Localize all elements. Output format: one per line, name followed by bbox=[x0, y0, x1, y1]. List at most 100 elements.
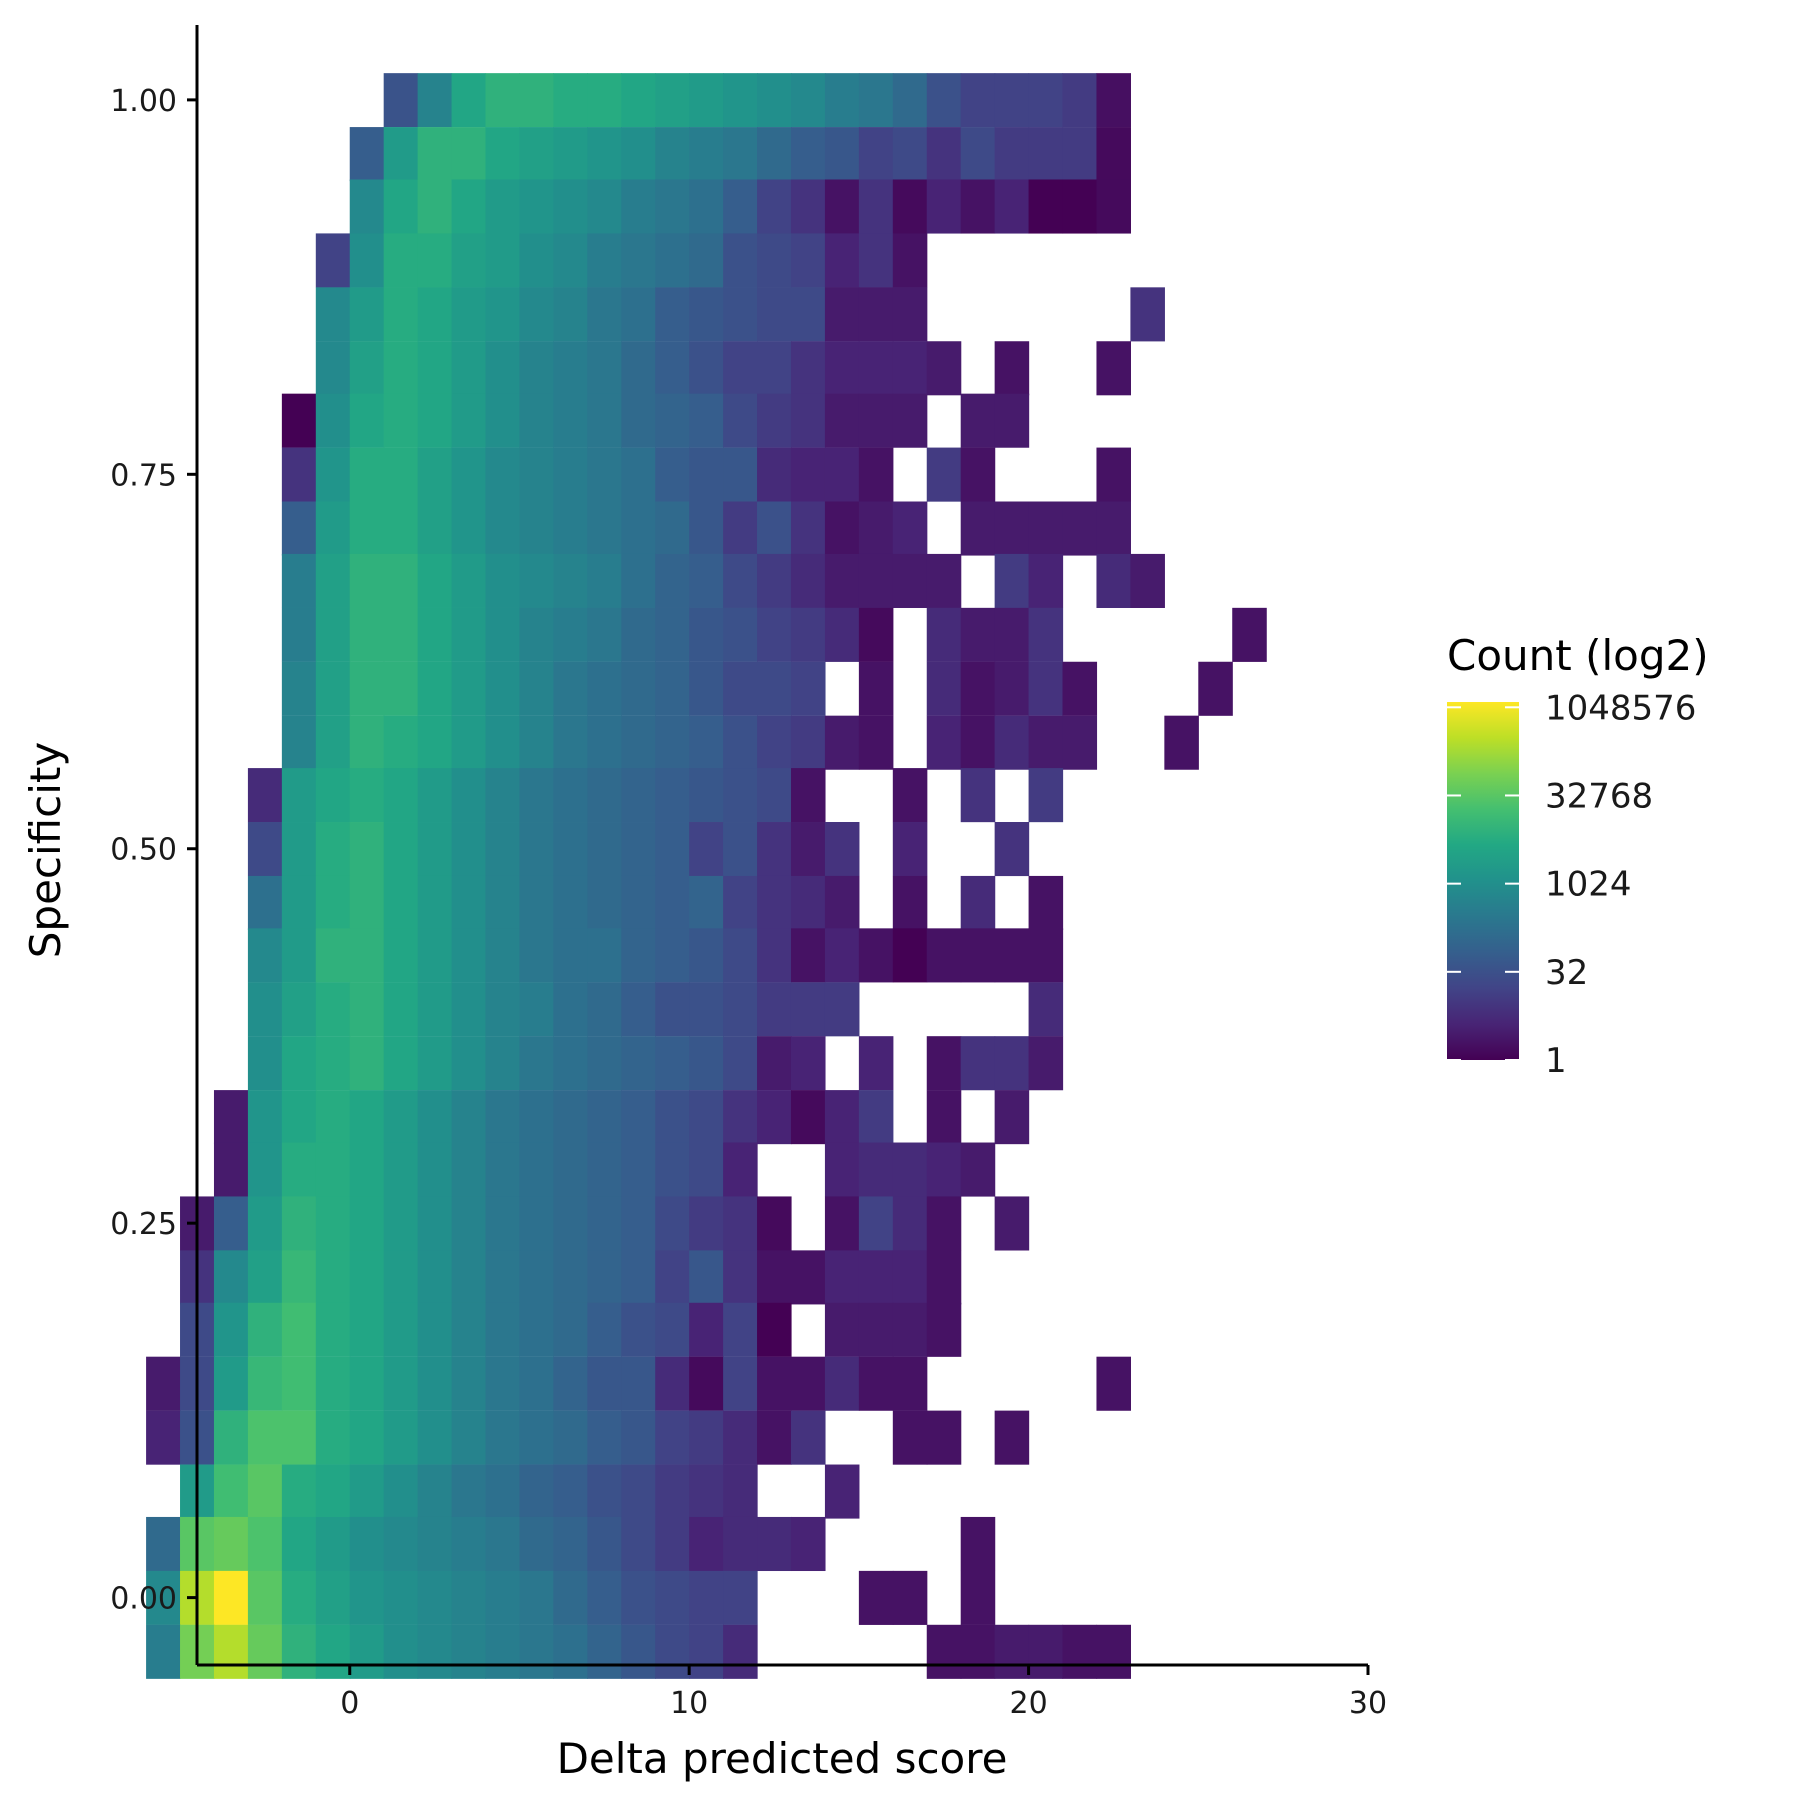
heatmap-cell bbox=[451, 768, 487, 823]
heatmap-cell bbox=[757, 341, 792, 396]
heatmap-cell bbox=[926, 1090, 962, 1145]
heatmap-cell bbox=[1028, 661, 1064, 716]
heatmap-cell bbox=[689, 1356, 724, 1411]
heatmap-cell bbox=[417, 1356, 453, 1411]
heatmap-cell bbox=[723, 1250, 758, 1305]
heatmap-cell bbox=[451, 875, 487, 930]
heatmap-cell bbox=[281, 982, 317, 1037]
legend-colorbar bbox=[1447, 702, 1519, 1060]
heatmap-cell bbox=[621, 341, 656, 396]
heatmap-cell bbox=[451, 1090, 487, 1145]
heatmap-cell bbox=[587, 1570, 622, 1625]
heatmap-cell bbox=[1130, 287, 1165, 342]
heatmap-cell bbox=[281, 447, 317, 502]
heatmap-cell bbox=[383, 393, 419, 448]
heatmap-cell bbox=[519, 127, 554, 182]
heatmap-cell bbox=[723, 715, 758, 770]
heatmap-cell bbox=[621, 179, 656, 234]
heatmap-cell bbox=[451, 1036, 487, 1091]
heatmap-cell bbox=[960, 73, 996, 128]
heatmap-cell bbox=[417, 661, 453, 716]
heatmap-cell bbox=[519, 1250, 554, 1305]
heatmap-cell bbox=[926, 341, 962, 396]
heatmap-cell bbox=[655, 73, 690, 128]
heatmap-cell bbox=[383, 1624, 419, 1679]
heatmap-cell bbox=[858, 287, 894, 342]
heatmap-cell bbox=[553, 179, 588, 234]
heatmap-cell bbox=[146, 1410, 181, 1465]
heatmap-cell bbox=[824, 1250, 860, 1305]
heatmap-cell bbox=[824, 447, 860, 502]
heatmap-cell bbox=[1062, 715, 1098, 770]
heatmap-cell bbox=[485, 287, 521, 342]
heatmap-cell bbox=[655, 179, 690, 234]
heatmap-cell bbox=[553, 1196, 588, 1251]
heatmap-cell bbox=[655, 1570, 690, 1625]
heatmap-cell bbox=[587, 1410, 622, 1465]
heatmap-cell bbox=[587, 1142, 622, 1197]
heatmap-cell bbox=[451, 1196, 487, 1251]
heatmap-cell bbox=[587, 982, 622, 1037]
heatmap-cell bbox=[723, 1196, 758, 1251]
heatmap-cell bbox=[519, 287, 554, 342]
heatmap-cell bbox=[655, 1090, 690, 1145]
heatmap-cell bbox=[553, 982, 588, 1037]
heatmap-cell bbox=[417, 553, 453, 608]
heatmap-cell bbox=[281, 1410, 317, 1465]
heatmap-cell bbox=[553, 287, 588, 342]
heatmap-cell bbox=[315, 1036, 351, 1091]
y-tick-label: 0.75 bbox=[110, 458, 177, 493]
heatmap-cell bbox=[858, 1036, 894, 1091]
heatmap-cell bbox=[281, 822, 317, 877]
heatmap-cell bbox=[485, 1250, 521, 1305]
heatmap-cell bbox=[689, 661, 724, 716]
heatmap-cell bbox=[315, 1570, 351, 1625]
heatmap-cell bbox=[485, 715, 521, 770]
heatmap-cell bbox=[892, 127, 928, 182]
heatmap-cell bbox=[315, 607, 351, 662]
heatmap-cell bbox=[926, 1302, 962, 1357]
heatmap-cell bbox=[723, 1036, 758, 1091]
heatmap-cell bbox=[553, 393, 588, 448]
heatmap-cell bbox=[994, 553, 1030, 608]
heatmap-cell bbox=[417, 607, 453, 662]
heatmap-cell bbox=[315, 393, 351, 448]
heatmap-cell bbox=[247, 1036, 283, 1091]
heatmap-cell bbox=[723, 875, 758, 930]
heatmap-cell bbox=[723, 1356, 758, 1411]
x-tick-label: 20 bbox=[1009, 1686, 1047, 1721]
heatmap-cell bbox=[417, 287, 453, 342]
heatmap-cell bbox=[553, 607, 588, 662]
x-tick-label: 30 bbox=[1349, 1686, 1387, 1721]
heatmap-cell bbox=[349, 393, 385, 448]
heatmap-cell bbox=[485, 179, 521, 234]
heatmap-cell bbox=[621, 287, 656, 342]
heatmap-cell bbox=[281, 1516, 317, 1572]
legend: Count (log2) 1048576 32768 1024 32 1 bbox=[1447, 631, 1709, 1081]
heatmap-cell bbox=[723, 553, 758, 608]
heatmap-cell bbox=[281, 1090, 317, 1145]
heatmap-cell bbox=[213, 1302, 249, 1357]
heatmap-cell bbox=[621, 875, 656, 930]
heatmap-cell bbox=[553, 1410, 588, 1465]
heatmap-cell bbox=[892, 768, 928, 823]
heatmap-cell bbox=[655, 1036, 690, 1091]
heatmap-cell bbox=[213, 1516, 249, 1572]
heatmap-cell bbox=[383, 1356, 419, 1411]
heatmap-cell bbox=[655, 233, 690, 288]
legend-tick-label: 32768 bbox=[1545, 776, 1653, 816]
heatmap-cell bbox=[553, 127, 588, 182]
heatmap-cell bbox=[587, 179, 622, 234]
heatmap-cell bbox=[790, 607, 826, 662]
heatmap-cell bbox=[689, 393, 724, 448]
heatmap-cell bbox=[553, 73, 588, 128]
heatmap-cell bbox=[383, 1516, 419, 1572]
heatmap-cell bbox=[655, 928, 690, 983]
heatmap-cell bbox=[994, 73, 1030, 128]
heatmap-cell bbox=[519, 1142, 554, 1197]
legend-ticks: 1048576 32768 1024 32 1 bbox=[1447, 688, 1696, 1081]
heatmap-cell bbox=[790, 1250, 826, 1305]
heatmap-cell bbox=[723, 287, 758, 342]
heatmap-cell bbox=[247, 1624, 283, 1679]
heatmap-cell bbox=[383, 179, 419, 234]
